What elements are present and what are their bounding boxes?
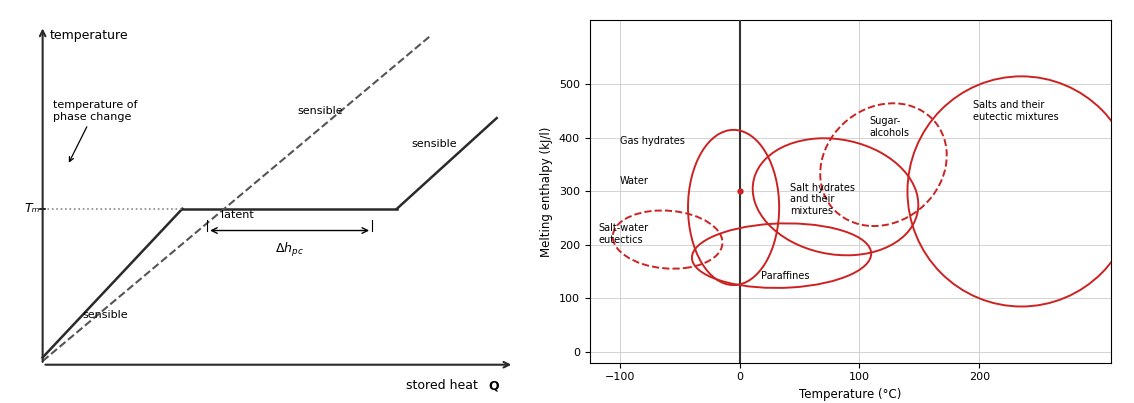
- X-axis label: Temperature (°C): Temperature (°C): [799, 388, 902, 401]
- Text: Salt-water
eutectics: Salt-water eutectics: [598, 223, 649, 245]
- Text: sensible: sensible: [412, 139, 457, 149]
- Y-axis label: Melting enthalpy (kJ/l): Melting enthalpy (kJ/l): [540, 126, 553, 257]
- Text: temperature of
phase change: temperature of phase change: [52, 100, 137, 162]
- Text: sensible: sensible: [297, 106, 342, 116]
- Text: Sugar-
alcohols: Sugar- alcohols: [869, 116, 909, 138]
- Text: Tₘ: Tₘ: [24, 202, 40, 215]
- Text: Salts and their
eutectic mixtures: Salts and their eutectic mixtures: [973, 100, 1059, 122]
- Text: Paraffines: Paraffines: [761, 271, 810, 281]
- Text: Salt hydrates
and their
mixtures: Salt hydrates and their mixtures: [790, 183, 855, 216]
- Text: Gas hydrates: Gas hydrates: [619, 135, 685, 145]
- Text: stored heat: stored heat: [406, 379, 482, 392]
- Text: Q: Q: [489, 379, 499, 392]
- Text: latent: latent: [221, 210, 254, 220]
- Text: temperature: temperature: [50, 29, 129, 42]
- Text: sensible: sensible: [83, 310, 128, 320]
- Text: $\Delta h_{pc}$: $\Delta h_{pc}$: [276, 241, 304, 260]
- Text: Water: Water: [619, 176, 649, 186]
